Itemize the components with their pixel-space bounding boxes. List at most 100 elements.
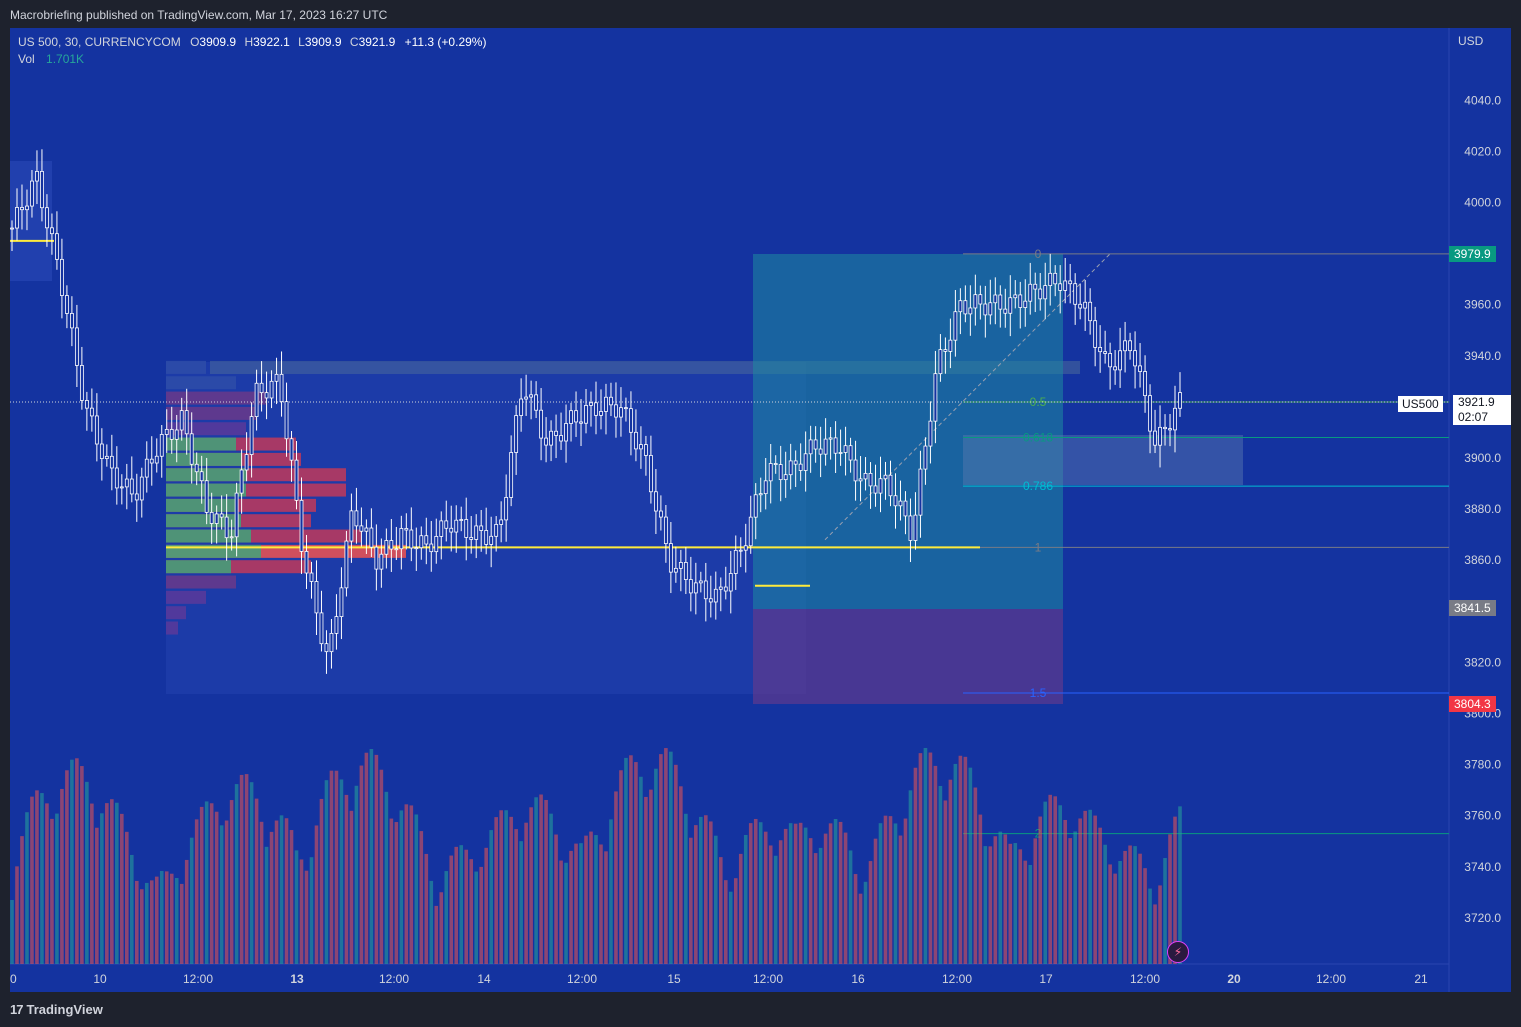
volume-bar (998, 831, 1003, 964)
currency-label: USD (1458, 34, 1484, 48)
candle-body (549, 430, 553, 446)
candle-body (30, 180, 34, 207)
change-value: +11.3 (+0.29%) (404, 35, 487, 49)
volume-bar (209, 803, 214, 964)
candle-body (1138, 365, 1142, 372)
candle-body (234, 492, 239, 538)
candle-body (798, 463, 803, 471)
candle-body (274, 373, 279, 382)
candle-body (189, 433, 194, 465)
candle-body (489, 535, 494, 545)
volume-bar (793, 823, 798, 964)
fib-level-label: 0.5 (1030, 395, 1047, 409)
volume-bar (788, 823, 793, 964)
volume-bar (314, 825, 319, 964)
volume-bar (329, 770, 334, 964)
volume-bar (783, 828, 788, 964)
volume-bar (409, 805, 414, 964)
candle-body (883, 474, 888, 480)
candle-body (569, 410, 573, 424)
volume-bar (249, 782, 254, 964)
candle-body (609, 396, 613, 406)
volume-bar (878, 823, 883, 964)
volume-bar (539, 794, 543, 964)
candle-body (419, 535, 424, 549)
candle-body (604, 396, 608, 412)
candle-body (354, 510, 359, 527)
volume-bar (424, 853, 429, 964)
chart-legend: US 500, 30, CURRENCYCOM O3909.9 H3922.1 … (18, 34, 486, 68)
volume-bar (179, 883, 184, 964)
candle-body (908, 515, 913, 541)
candle-body (738, 549, 743, 552)
candle-body (404, 528, 409, 531)
candle-body (663, 516, 668, 544)
volume-bar (639, 776, 643, 964)
candle-body (878, 478, 883, 494)
volume-bar (1068, 838, 1072, 964)
volume-profile-bar-bull (166, 560, 231, 574)
candle-body (359, 525, 364, 532)
volume-bar (948, 779, 953, 964)
candle-body (65, 295, 69, 314)
candle-body (459, 519, 464, 521)
candle-body (169, 429, 174, 440)
candle-body (629, 408, 633, 433)
candle-body (469, 537, 474, 540)
candle-body (1048, 272, 1053, 287)
candle-body (219, 513, 224, 518)
volume-bar (913, 767, 918, 964)
volume-profile-bar-bull (166, 529, 251, 543)
volume-bar (90, 803, 94, 964)
candle-body (778, 464, 783, 481)
volume-bar (444, 871, 449, 964)
candle-body (159, 434, 164, 457)
volume-bar (194, 819, 199, 964)
volume-bar (818, 847, 823, 964)
candle-body (349, 510, 354, 542)
volume-bar (45, 803, 49, 964)
candle-body (1073, 283, 1078, 305)
volume-bar (699, 816, 703, 964)
volume-bar (988, 846, 993, 964)
volume-row: Vol 1.701K (18, 51, 486, 68)
volume-bar (713, 835, 718, 964)
volume-bar (229, 800, 234, 964)
volume-label[interactable]: Vol (18, 52, 35, 66)
candle-body (673, 567, 678, 573)
volume-bar (943, 800, 948, 964)
volume-bar (1098, 827, 1102, 964)
volume-bar (798, 822, 803, 964)
volume-bar (474, 871, 479, 964)
candle-body (788, 460, 793, 476)
symbol-label[interactable]: US 500, 30, CURRENCYCOM (18, 35, 181, 49)
lightning-icon[interactable]: ⚡ (1167, 941, 1189, 963)
chart-pane[interactable]: 0 1 2 0.5 0.618 0.786 1.5 4040.0 4020.0 4000.0 396… (10, 28, 1511, 992)
candle-body (269, 380, 274, 399)
candle-body (793, 460, 798, 465)
time-tick-label: 12:00 (1316, 972, 1346, 986)
volume-bar (349, 810, 354, 964)
volume-bar (559, 860, 563, 964)
candle-body (394, 548, 399, 551)
candle-body (334, 616, 339, 634)
volume-bar (684, 813, 688, 964)
volume-bar (214, 811, 219, 964)
candle-body (1038, 288, 1043, 300)
volume-bar (853, 874, 858, 964)
volume-bar (863, 881, 868, 964)
price-chart[interactable]: 0 1 2 0.5 0.618 0.786 1.5 4040.0 4020.0 4000.0 396… (10, 28, 1511, 992)
volume-bar (619, 770, 623, 964)
candle-body (99, 443, 104, 459)
volume-bar (928, 752, 933, 964)
volume-bar (778, 840, 783, 964)
volume-bar (664, 748, 668, 964)
volume-bar (589, 831, 593, 964)
tradingview-logo[interactable]: 17 TradingView (10, 1002, 103, 1017)
candle-body (913, 514, 918, 541)
volume-bar (1033, 838, 1038, 964)
candle-body (119, 486, 124, 489)
volume-bar (414, 814, 419, 964)
candle-body (649, 455, 653, 493)
time-tick-label: 12:00 (567, 972, 597, 986)
